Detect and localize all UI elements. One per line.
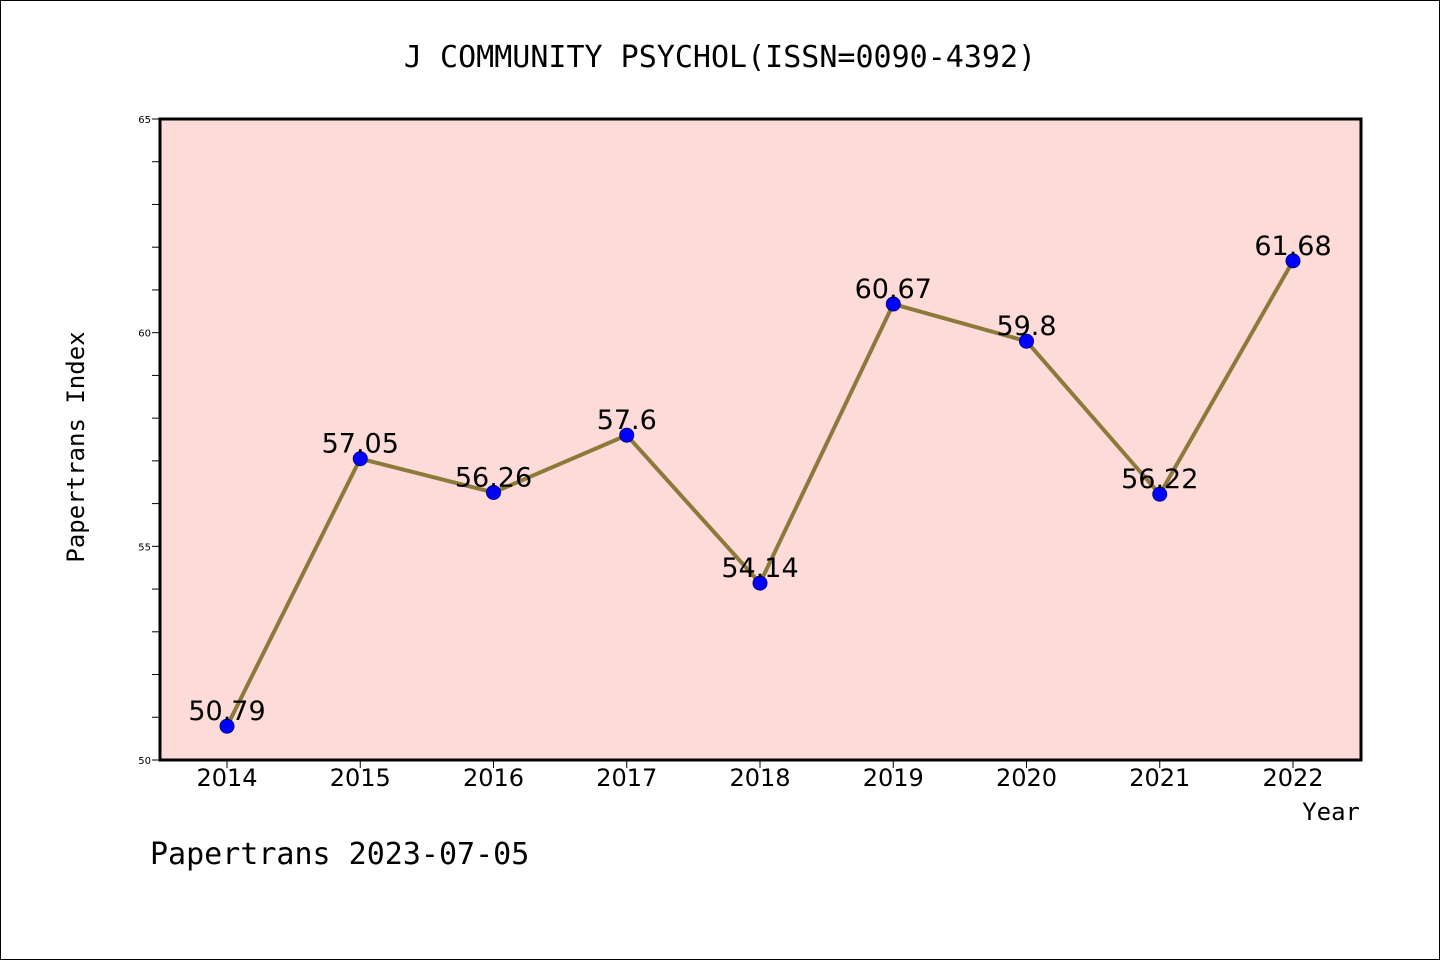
data-point bbox=[486, 484, 501, 500]
x-axis: 2014 2015 2016 2017 2018 2019 2020 2021 2022 bbox=[196, 760, 1324, 792]
data-point bbox=[1019, 333, 1034, 349]
data-point bbox=[1285, 253, 1301, 269]
data-label: 57.05 bbox=[322, 429, 399, 460]
x-tick-label: 2022 bbox=[1262, 764, 1323, 792]
data-label: 57.6 bbox=[597, 405, 657, 436]
x-tick-label: 2016 bbox=[463, 764, 524, 792]
data-label: 59.8 bbox=[996, 311, 1056, 342]
plot-area bbox=[160, 119, 1361, 760]
footer-text: Papertrans 2023-07-05 bbox=[150, 837, 529, 872]
data-points bbox=[219, 253, 1301, 734]
y-tick-label: 65 bbox=[138, 115, 151, 126]
data-label: 56.22 bbox=[1121, 464, 1198, 495]
data-point bbox=[352, 451, 368, 467]
x-tick-label: 2021 bbox=[1129, 764, 1190, 792]
x-axis-title: Year bbox=[1302, 798, 1360, 826]
x-tick-label: 2018 bbox=[729, 764, 790, 792]
data-point bbox=[885, 296, 901, 312]
data-label: 56.26 bbox=[455, 462, 532, 493]
y-axis: 50 55 60 65 bbox=[138, 115, 160, 767]
x-tick-label: 2015 bbox=[330, 764, 391, 792]
y-tick-label: 60 bbox=[138, 329, 151, 340]
data-point bbox=[219, 718, 235, 734]
data-labels: 50.79 57.05 56.26 57.6 54.14 60.67 59.8 56.22 61… bbox=[188, 231, 1331, 727]
x-tick-label: 2020 bbox=[996, 764, 1057, 792]
data-label: 60.67 bbox=[855, 274, 932, 305]
y-tick-label: 50 bbox=[138, 756, 151, 767]
x-tick-label: 2019 bbox=[863, 764, 924, 792]
data-label: 50.79 bbox=[188, 696, 265, 727]
data-label: 54.14 bbox=[721, 553, 798, 584]
data-point bbox=[752, 575, 768, 591]
chart-title: J COMMUNITY PSYCHOL(ISSN=0090-4392) bbox=[404, 40, 1036, 75]
plot-border bbox=[158, 117, 1363, 762]
x-tick-label: 2014 bbox=[196, 764, 257, 792]
x-tick-label: 2017 bbox=[596, 764, 657, 792]
data-label: 61.68 bbox=[1254, 231, 1331, 262]
y-tick-label: 55 bbox=[138, 542, 151, 553]
data-point bbox=[1152, 486, 1168, 502]
data-point bbox=[619, 427, 635, 443]
y-axis-title: Papertrans Index bbox=[62, 331, 90, 562]
